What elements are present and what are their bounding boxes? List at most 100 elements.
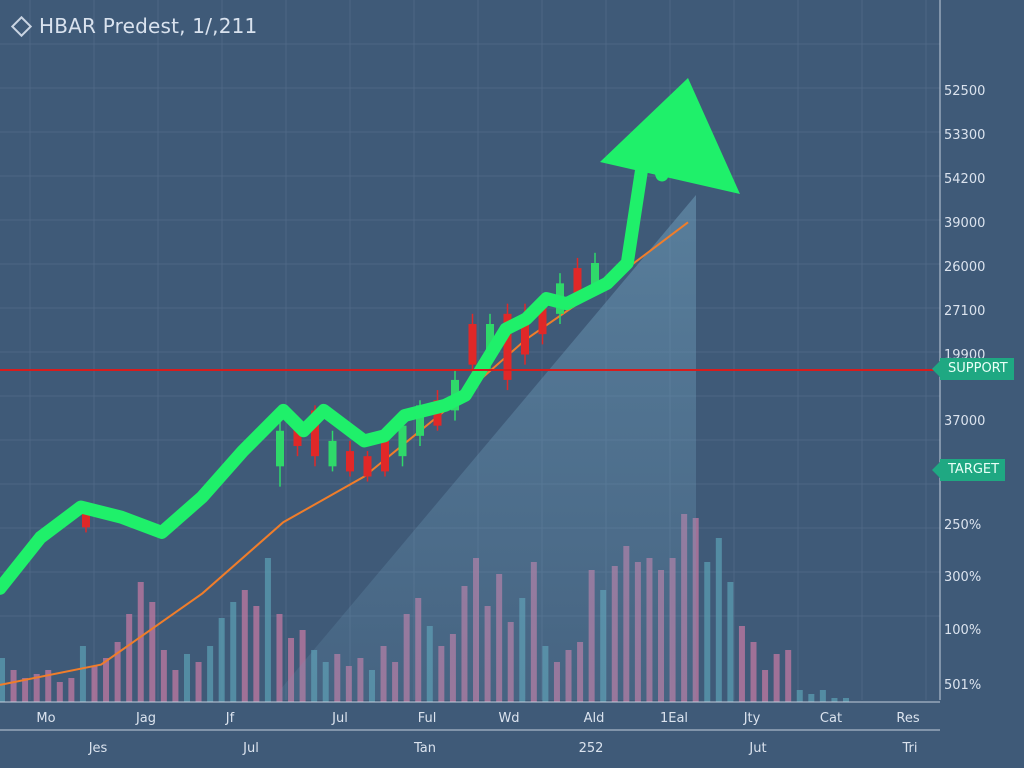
volume-bar — [103, 658, 110, 702]
target-arrowhead — [600, 78, 740, 194]
axes — [0, 0, 941, 731]
x-tick-label: Jag — [135, 711, 156, 726]
candlesticks — [82, 252, 599, 533]
x-tick-label: Jty — [743, 711, 761, 726]
volume-bar — [207, 646, 214, 702]
x-tick-label-secondary: Tri — [902, 741, 918, 756]
x-tick-label: Cat — [820, 711, 842, 726]
volume-bar — [796, 690, 803, 702]
x-tick-label: Wd — [498, 711, 519, 726]
volume-bar — [288, 638, 295, 702]
y-tick-label: 53300 — [944, 128, 985, 143]
candle-body — [538, 303, 547, 335]
volume-bar — [183, 654, 190, 702]
volume-bar — [172, 670, 179, 702]
volume-bar — [727, 582, 734, 702]
volume-bar — [56, 682, 63, 702]
volume-bar — [45, 670, 52, 702]
y-tick-label: 26000 — [944, 260, 985, 275]
volume-bar — [149, 602, 156, 702]
volume-bar — [160, 650, 167, 702]
volume-bar — [276, 614, 283, 702]
volume-bar — [22, 678, 29, 702]
volume-bar — [79, 646, 86, 702]
volume-bar — [264, 558, 271, 702]
volume-bar — [715, 538, 722, 702]
candle-body — [328, 440, 337, 467]
y-tick-label: 52500 — [944, 84, 985, 99]
y-tick-label: 100% — [944, 623, 981, 638]
volume-bar — [819, 690, 826, 702]
candle-body — [311, 410, 319, 457]
candle-body — [293, 425, 302, 446]
trend-arrow — [0, 78, 740, 595]
x-tick-label: Jf — [225, 711, 235, 726]
volume-bar — [808, 694, 815, 702]
chart-title: HBAR Predest, 1/,211 — [10, 14, 258, 38]
x-tick-label: Jul — [331, 711, 348, 726]
volume-bar — [137, 582, 144, 702]
candle-body — [591, 263, 599, 289]
x-tick-label: 1Eal — [660, 711, 688, 726]
candle-body — [521, 313, 529, 355]
volume-bar — [785, 650, 792, 702]
volume-bar — [0, 658, 5, 702]
candle-body — [381, 440, 389, 472]
volume-bar — [253, 606, 260, 702]
volume-bar — [241, 590, 248, 702]
x-tick-label: Mo — [36, 711, 55, 726]
volume-bar — [230, 602, 237, 702]
volume-bar — [91, 666, 98, 702]
grid — [0, 0, 940, 700]
x-tick-label-secondary: Jul — [242, 741, 259, 756]
volume-bar — [114, 642, 121, 702]
volume-bar — [831, 698, 838, 702]
x-tick-label-secondary: Tan — [413, 741, 436, 756]
candle-body — [503, 313, 512, 380]
candle-body — [398, 425, 407, 457]
volume-bar — [704, 562, 711, 702]
y-tick-label: 300% — [944, 570, 981, 585]
x-axis-labels: Mo Jag Jf Jul Ful Wd Ald 1Eal Jty Cat Res Jes Jul Tan… — [36, 711, 919, 756]
projection-shade — [280, 195, 696, 700]
x-tick-label-secondary: Jes — [88, 741, 108, 756]
volume-bar — [773, 654, 780, 702]
y-tick-label: 37000 — [944, 414, 985, 429]
candle-body — [363, 456, 372, 477]
volume-bar — [126, 614, 133, 702]
volume-bar — [10, 670, 17, 702]
support-tag: SUPPORT — [932, 358, 1014, 380]
volume-bar — [218, 618, 225, 702]
candle-body — [416, 405, 424, 436]
x-tick-label-secondary: 252 — [579, 741, 604, 756]
y-axis-labels: 5250053300542003900026000271001990037000… — [944, 84, 985, 693]
x-tick-label: Ald — [584, 711, 605, 726]
candle-body — [346, 451, 354, 472]
candle-body — [82, 507, 90, 528]
x-tick-label-secondary: Jut — [748, 741, 766, 756]
y-tick-label: 39000 — [944, 216, 985, 231]
volume-bar — [195, 662, 202, 702]
volume-bar — [68, 678, 75, 702]
candle-body — [573, 268, 582, 294]
x-tick-label: Res — [896, 711, 919, 726]
target-tag: TARGET — [931, 459, 1006, 481]
volume-bar — [762, 670, 769, 702]
volume-bar — [750, 642, 757, 702]
volume-bar — [738, 626, 745, 702]
candle-body — [276, 430, 284, 467]
y-tick-label: 501% — [944, 678, 981, 693]
y-tick-label: 250% — [944, 518, 981, 533]
candle-body — [468, 324, 477, 365]
y-tick-label: 27100 — [944, 304, 985, 319]
candle-body — [486, 324, 494, 360]
projection-area — [280, 195, 696, 700]
x-tick-label: Ful — [418, 711, 437, 726]
trend-line — [0, 124, 669, 595]
volume-bar — [33, 674, 40, 702]
chart-title-text: HBAR Predest, 1/,211 — [39, 14, 258, 38]
y-tick-label: 54200 — [944, 172, 985, 187]
diamond-icon — [10, 15, 33, 37]
